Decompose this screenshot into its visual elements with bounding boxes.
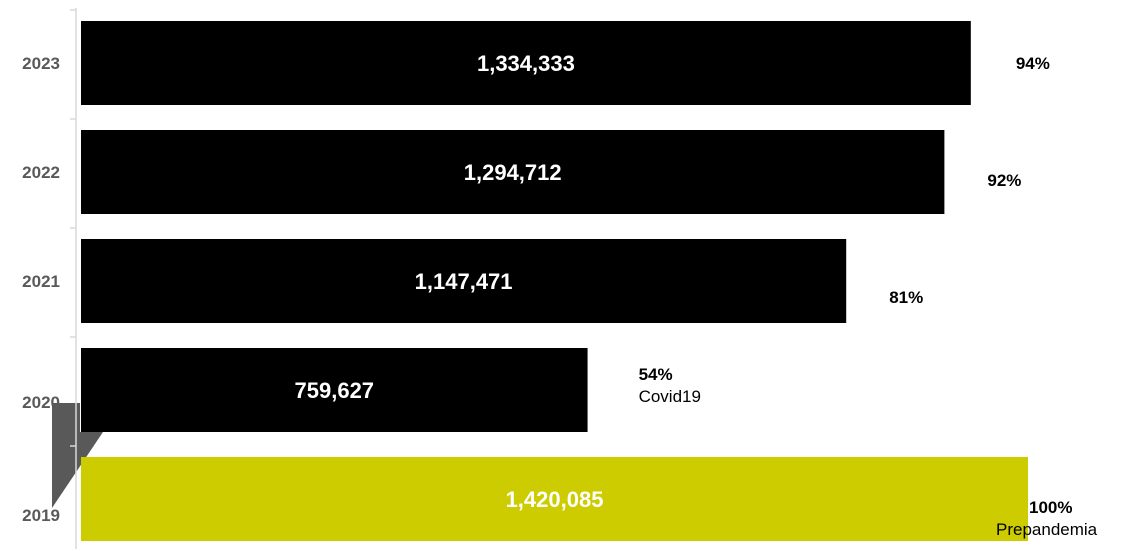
- percent-label: 94%: [1016, 54, 1050, 73]
- note-label: Covid19: [639, 387, 701, 406]
- arrow-shape-icon: [52, 403, 103, 508]
- bar-2022: [81, 130, 945, 214]
- bar-value-label: 1,147,471: [415, 269, 513, 294]
- category-label: 2023: [22, 54, 60, 73]
- bar-2021: [81, 239, 847, 323]
- bar-2020: [81, 348, 588, 432]
- bar-value-label: 1,294,712: [464, 160, 562, 185]
- category-label: 2019: [22, 506, 60, 525]
- bar-2019: [81, 457, 1028, 541]
- percent-label: 54%: [639, 365, 673, 384]
- percent-label: 100%: [1029, 498, 1072, 517]
- category-label: 2021: [22, 272, 60, 291]
- note-label: Prepandemia: [996, 520, 1098, 539]
- bar-2023: [81, 21, 971, 105]
- percent-label: 81%: [889, 288, 923, 307]
- category-label: 2020: [22, 393, 60, 412]
- bars-group: [81, 21, 1028, 541]
- y-axis-ticks: [70, 9, 76, 447]
- labels-group: 2023 1,334,333 94% 2022 1,294,712 92% 2021 1,14…: [22, 51, 1097, 539]
- percent-label: 92%: [987, 171, 1021, 190]
- bar-value-label: 759,627: [295, 378, 375, 403]
- bar-value-label: 1,334,333: [477, 51, 575, 76]
- bar-value-label: 1,420,085: [506, 487, 604, 512]
- category-label: 2022: [22, 163, 60, 182]
